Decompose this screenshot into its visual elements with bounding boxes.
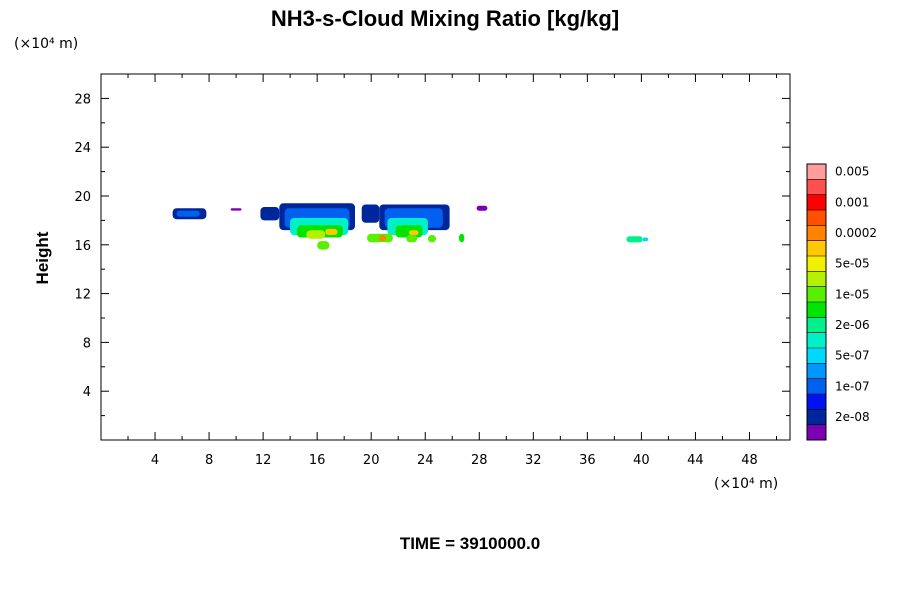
x-tick-label: 28	[471, 453, 488, 468]
contour-region-3	[260, 207, 280, 221]
x-tick-label: 48	[741, 453, 758, 468]
colorbar-label: 2e-08	[835, 410, 870, 424]
time-label: TIME = 3910000.0	[400, 534, 540, 553]
colorbar-box-12	[807, 240, 826, 257]
colorbar-box-11	[807, 256, 826, 272]
colorbar-box-10	[807, 271, 826, 287]
y-tick-label: 28	[74, 92, 91, 107]
colorbar-label: 5e-05	[835, 257, 870, 271]
colorbar-box-2	[807, 394, 826, 410]
plot-frame	[100, 73, 791, 441]
contour-region-10	[317, 241, 330, 250]
y-tick-label: 4	[83, 385, 91, 400]
colorbar-label: 1e-05	[835, 287, 870, 301]
contour-region-24	[642, 237, 649, 242]
contour-region-8	[306, 230, 326, 239]
colorbar-box-4	[807, 363, 826, 379]
x-tick-label: 4	[151, 453, 159, 468]
x-tick-label: 16	[309, 453, 326, 468]
x-tick-label: 12	[255, 453, 272, 468]
colorbar-box-14	[807, 210, 826, 226]
colorbar-label: 5e-07	[835, 349, 870, 363]
x-axis-unit: (×10⁴ m)	[714, 476, 778, 492]
y-axis-unit: (×10⁴ m)	[14, 36, 78, 52]
y-axis-label: Height	[33, 231, 52, 284]
contour-region-9	[325, 228, 338, 235]
chart-title: NH3-s-Cloud Mixing Ratio [kg/kg]	[271, 6, 619, 31]
x-tick-label: 32	[525, 453, 542, 468]
colorbar-box-5	[807, 348, 826, 364]
colorbar-label: 0.005	[835, 165, 869, 179]
x-tick-label: 40	[633, 453, 650, 468]
colorbar-box-0	[807, 424, 826, 441]
contour-region-1	[176, 210, 200, 217]
contour-regions	[172, 203, 649, 250]
y-tick-label: 16	[74, 239, 91, 254]
colorbar-box-15	[807, 194, 826, 211]
colorbar-box-8	[807, 302, 826, 318]
contour-region-16	[409, 230, 419, 236]
colorbar-label: 0.0002	[835, 226, 877, 240]
colorbar-label: 1e-07	[835, 379, 870, 393]
contour-region-21	[459, 233, 465, 243]
colorbar-box-16	[807, 179, 826, 195]
contour-region-19	[406, 235, 418, 243]
colorbar: 2e-08 1e-07 5e-07 2e-06 1e-05 5e-05 0.0002 0.00…	[806, 163, 877, 441]
x-tick-label: 8	[205, 453, 213, 468]
contour-region-23	[626, 236, 643, 243]
colorbar-box-3	[807, 378, 826, 395]
contour-region-2	[230, 208, 242, 211]
contour-region-20	[427, 235, 436, 243]
x-tick-label: 20	[363, 453, 380, 468]
contour-region-18	[379, 235, 387, 242]
x-tick-label: 36	[579, 453, 596, 468]
colorbar-label: 2e-06	[835, 318, 870, 332]
x-tick-label: 24	[417, 453, 434, 468]
colorbar-box-1	[807, 409, 826, 425]
colorbar-box-9	[807, 286, 826, 303]
colorbar-box-17	[807, 164, 826, 180]
colorbar-box-7	[807, 317, 826, 333]
x-tick-label: 44	[687, 453, 704, 468]
y-tick-label: 8	[83, 336, 91, 351]
contour-region-22	[476, 205, 488, 211]
y-tick-label: 20	[74, 190, 91, 205]
colorbar-box-6	[807, 332, 826, 349]
contour-region-11	[361, 204, 380, 223]
colorbar-box-13	[807, 225, 826, 241]
y-tick-label: 24	[74, 141, 91, 156]
colorbar-label: 0.001	[835, 195, 869, 209]
y-tick-label: 12	[74, 288, 91, 303]
